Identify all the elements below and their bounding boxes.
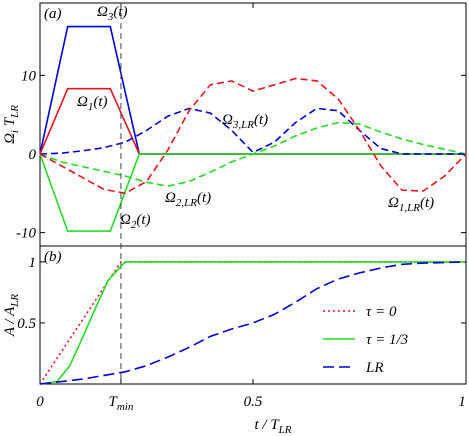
text-part: Ω bbox=[388, 195, 399, 211]
y-axis-label: Ωi TLR bbox=[2, 105, 21, 144]
text-part: (t) bbox=[420, 195, 434, 211]
text-part: Ω bbox=[97, 4, 108, 20]
y-axis-label: A / ALR bbox=[2, 294, 21, 338]
y-tick-label: 10 bbox=[21, 68, 37, 84]
curve-label: Ω1(t) bbox=[77, 94, 108, 113]
text-part: T bbox=[109, 394, 119, 410]
series-line bbox=[39, 261, 467, 385]
text-part: LR bbox=[9, 105, 21, 119]
x-tick-label: Tmin bbox=[109, 394, 134, 413]
curve-label: Ω2(t) bbox=[120, 212, 151, 231]
text-part: (t) bbox=[136, 212, 150, 228]
y-tick-label: 0 bbox=[29, 147, 37, 163]
series-line bbox=[39, 153, 466, 232]
series-line bbox=[39, 107, 466, 155]
text-part: T bbox=[2, 116, 18, 130]
text-part: A / A bbox=[2, 306, 18, 337]
series-line bbox=[39, 121, 467, 188]
text-part: Ω bbox=[2, 133, 18, 144]
y-tick-label: 0.5 bbox=[17, 316, 36, 332]
x-tick-label: 1 bbox=[458, 394, 466, 410]
series-line bbox=[39, 261, 466, 385]
text-part: 1 bbox=[88, 101, 94, 113]
x-tick-label: 0.5 bbox=[244, 394, 263, 410]
legend-label: τ = 1/3 bbox=[366, 332, 408, 348]
y-tick-label: -10 bbox=[16, 226, 36, 242]
x-tick-label: 0 bbox=[36, 394, 44, 410]
curve-label: Ω3(t) bbox=[97, 4, 128, 23]
series-line bbox=[39, 77, 467, 195]
text-part: Ω bbox=[77, 94, 88, 110]
curve-label: Ω1,LR(t) bbox=[388, 195, 434, 214]
text-part: 2 bbox=[131, 219, 137, 231]
text-part: 3 bbox=[107, 11, 114, 23]
text-part: (t) bbox=[93, 94, 107, 110]
text-part: 3,LR bbox=[232, 119, 254, 131]
panel-label: (b) bbox=[44, 249, 62, 265]
text-part: LR bbox=[9, 294, 21, 308]
text-part: (t) bbox=[254, 112, 268, 128]
text-part: t / T bbox=[254, 417, 280, 433]
text-part: (t) bbox=[197, 190, 211, 206]
text-part: Ω bbox=[222, 112, 233, 128]
text-part: 2,LR bbox=[176, 197, 197, 209]
x-axis-label: t / TLR bbox=[254, 417, 291, 436]
panel-label: (a) bbox=[44, 6, 62, 22]
text-part: Ω bbox=[165, 190, 176, 206]
y-tick-label: 1 bbox=[29, 255, 37, 271]
curve-label: Ω3,LR(t) bbox=[222, 112, 268, 131]
text-part: min bbox=[117, 401, 134, 413]
legend-label: LR bbox=[365, 360, 384, 376]
text-part: Ω bbox=[120, 212, 131, 228]
text-part: LR bbox=[278, 424, 292, 436]
text-part: 1,LR bbox=[399, 202, 420, 214]
legend-label: τ = 0 bbox=[366, 304, 397, 320]
curve-label: Ω2,LR(t) bbox=[165, 190, 211, 209]
series-line bbox=[39, 261, 466, 385]
plot-frame bbox=[39, 245, 467, 385]
text-part: i bbox=[9, 130, 21, 133]
text-part: (t) bbox=[113, 4, 127, 20]
